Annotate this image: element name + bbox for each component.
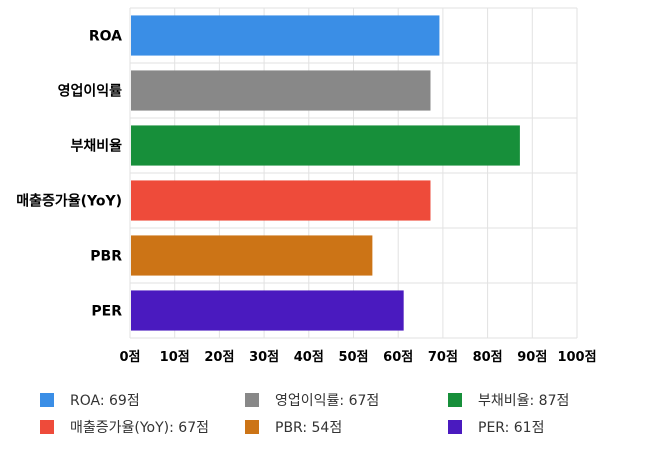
legend-swatch (40, 393, 54, 407)
bar (131, 180, 431, 221)
x-tick-label: 0점 (119, 350, 140, 365)
category-label: PER (91, 304, 122, 320)
x-tick-label: 70점 (428, 350, 458, 365)
category-label: 매출증가율(YoY) (16, 193, 122, 210)
bar (131, 235, 373, 276)
bar (131, 290, 404, 331)
chart-bars (131, 15, 520, 331)
category-label: 영업이익률 (58, 83, 123, 100)
legend-item: PBR: 54점 (245, 417, 342, 437)
x-tick-label: 90점 (517, 350, 547, 365)
legend-swatch (448, 420, 462, 434)
x-tick-label: 50점 (338, 350, 368, 365)
x-tick-label: 100점 (557, 350, 596, 365)
legend-swatch (245, 393, 259, 407)
legend-swatch (40, 420, 54, 434)
legend-item: PER: 61점 (448, 417, 544, 437)
category-label: 부채비율 (70, 138, 122, 155)
x-tick-label: 40점 (294, 350, 324, 365)
x-tick-labels: 0점 10점 20점 30점 40점 50점 60점 70점 80점 90점 100점 (119, 350, 596, 365)
x-tick-label: 20점 (204, 350, 234, 365)
bar (131, 15, 440, 56)
legend-label: 매출증가율(YoY): 67점 (70, 420, 209, 436)
legend-item: ROA: 69점 (40, 390, 140, 410)
x-tick-label: 80점 (473, 350, 503, 365)
bar (131, 70, 431, 111)
legend-label: 부채비율: 87점 (478, 393, 570, 409)
x-tick-label: 30점 (249, 350, 279, 365)
bar (131, 125, 520, 166)
legend-swatch (448, 393, 462, 407)
category-label: ROA (89, 29, 122, 45)
legend-item: 부채비율: 87점 (448, 390, 569, 410)
x-tick-label: 10점 (160, 350, 190, 365)
legend-label: 영업이익률: 67점 (275, 393, 380, 409)
x-tick-label: 60점 (383, 350, 413, 365)
legend-item: 매출증가율(YoY): 67점 (40, 417, 209, 437)
legend-label: PBR: 54점 (275, 420, 343, 436)
legend-swatch (245, 420, 259, 434)
legend-label: ROA: 69점 (70, 393, 140, 409)
legend-label: PER: 61점 (478, 420, 545, 436)
category-label: PBR (90, 249, 122, 265)
chart-grid (129, 7, 578, 339)
legend-item: 영업이익률: 67점 (245, 390, 379, 410)
